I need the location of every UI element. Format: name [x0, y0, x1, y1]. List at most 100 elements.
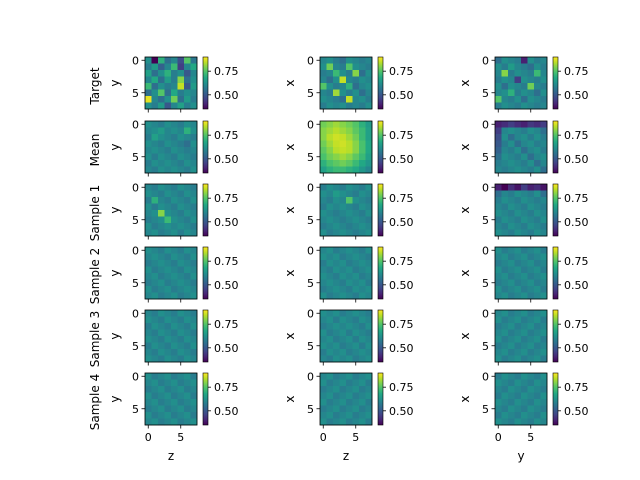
heatmap-cell [501, 247, 509, 254]
heatmap-cell [326, 134, 334, 141]
heatmap-cell [151, 316, 159, 324]
heatmap-cell [501, 316, 509, 324]
heatmap-cell [534, 83, 541, 90]
heatmap-cell [495, 392, 502, 400]
heatmap-cell [346, 96, 353, 103]
heatmap-cell [190, 127, 198, 135]
heatmap-cell [184, 57, 191, 64]
heatmap-cell [527, 418, 535, 426]
heatmap-cell [359, 223, 366, 230]
heatmap-cell [352, 336, 360, 343]
y-tick-label: 0 [132, 244, 139, 257]
heatmap-cell [326, 373, 334, 380]
heatmap-cell [501, 399, 509, 406]
heatmap-cell [184, 399, 191, 406]
heatmap-cell [326, 184, 334, 191]
heatmap-cell [534, 355, 541, 363]
y-axis-label: x [283, 79, 297, 86]
heatmap-cell [359, 253, 366, 261]
heatmap-cell [177, 349, 185, 356]
heatmap-cell [514, 70, 522, 77]
heatmap-cell [540, 57, 548, 64]
heatmap-cell [171, 316, 178, 324]
heatmap-cell [346, 292, 353, 300]
heatmap-cell [521, 349, 528, 356]
heatmap-cell [190, 63, 198, 71]
heatmap-cell [540, 89, 548, 97]
heatmap-cell [352, 260, 360, 267]
heatmap-cell [190, 323, 198, 330]
heatmap-cell [333, 336, 340, 343]
heatmap-cell [495, 216, 502, 224]
heatmap-cell [352, 266, 360, 274]
heatmap-cell [501, 292, 509, 300]
heatmap-cell [177, 203, 185, 211]
heatmap-cell [339, 292, 347, 300]
heatmap-cell [501, 279, 509, 287]
heatmap-cell [145, 399, 152, 406]
row-label: Sample 3 [88, 311, 102, 367]
heatmap-cell [339, 76, 347, 84]
heatmap-cell [508, 286, 515, 293]
panel-2-1: 0 5 y Mean 0.75 0.50 [88, 118, 239, 177]
heatmap-cell [145, 63, 152, 71]
heatmap-cell [514, 349, 522, 356]
colorbar-tick-label: 0.75 [389, 192, 414, 205]
heatmap-cell [190, 223, 198, 230]
heatmap-cell [164, 373, 172, 380]
heatmap-cell [346, 160, 353, 167]
heatmap-cell [495, 349, 502, 356]
heatmap-cell [346, 76, 353, 84]
heatmap-cell [352, 184, 360, 191]
heatmap-cell [145, 316, 152, 324]
heatmap-cell [359, 273, 366, 280]
heatmap-cell [326, 70, 334, 77]
heatmap-cell [158, 197, 165, 204]
heatmap-cell [145, 329, 152, 337]
heatmap-cell [521, 121, 528, 128]
heatmap-cell [190, 279, 198, 287]
heatmap-cell [527, 96, 535, 103]
heatmap-cell [320, 203, 327, 211]
heatmap-cell [508, 329, 515, 337]
heatmap-cell [184, 96, 191, 103]
x-axis-label: y [517, 449, 524, 463]
heatmap-cell [346, 266, 353, 274]
heatmap-cell [145, 216, 152, 224]
heatmap-cell [540, 418, 548, 426]
colorbar-tick-label: 0.75 [214, 381, 239, 394]
heatmap-cell [534, 57, 541, 64]
panel-6-1: 0 5 0 5 y Sample 4 z 0.75 0.50 [88, 370, 239, 463]
heatmap-cell [495, 418, 502, 426]
heatmap-cell [151, 412, 159, 419]
heatmap-cell [534, 153, 541, 161]
heatmap-cell [145, 286, 152, 293]
heatmap-cell [534, 76, 541, 84]
heatmap-cell [352, 160, 360, 167]
heatmap-cell [508, 247, 515, 254]
heatmap-cell [190, 247, 198, 254]
heatmap-cell [521, 190, 528, 198]
heatmap-cell [365, 247, 373, 254]
heatmap-cell [540, 373, 548, 380]
heatmap-cell [339, 166, 347, 174]
heatmap-cell [326, 336, 334, 343]
heatmap-cell [164, 342, 172, 350]
heatmap-cell [158, 342, 165, 350]
heatmap-cell [151, 83, 159, 90]
heatmap-cell [164, 102, 172, 110]
heatmap-cell [177, 342, 185, 350]
heatmap-cell [320, 310, 327, 317]
heatmap-cell [177, 229, 185, 237]
heatmap-cell [365, 336, 373, 343]
heatmap-cell [365, 102, 373, 110]
heatmap-cell [501, 70, 509, 77]
y-tick-label: 5 [482, 340, 489, 353]
colorbar [377, 183, 384, 237]
heatmap-cell [540, 329, 548, 337]
heatmap-cell [514, 329, 522, 337]
heatmap-cell [164, 412, 172, 419]
heatmap-cell [359, 153, 366, 161]
heatmap-cell [365, 63, 373, 71]
heatmap-cell [521, 386, 528, 393]
